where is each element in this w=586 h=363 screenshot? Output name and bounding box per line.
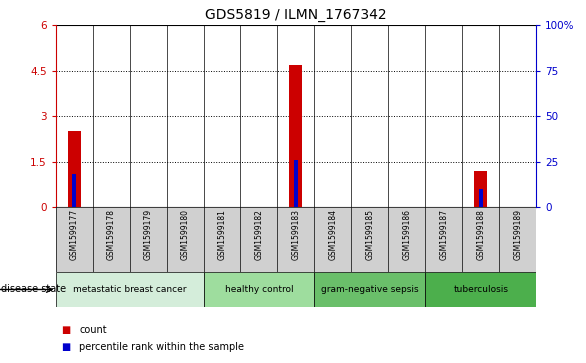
Bar <box>56 272 203 307</box>
Text: ■: ■ <box>62 342 71 352</box>
Text: percentile rank within the sample: percentile rank within the sample <box>79 342 244 352</box>
Text: GSM1599189: GSM1599189 <box>513 209 522 260</box>
Text: GSM1599180: GSM1599180 <box>180 209 189 260</box>
Bar <box>72 174 76 207</box>
Bar <box>289 65 302 207</box>
Text: gram-negative sepsis: gram-negative sepsis <box>321 285 418 294</box>
Text: GSM1599183: GSM1599183 <box>291 209 301 260</box>
Text: GSM1599184: GSM1599184 <box>328 209 338 260</box>
Text: metastatic breast cancer: metastatic breast cancer <box>73 285 186 294</box>
Text: disease state: disease state <box>1 285 66 294</box>
Bar <box>474 171 487 207</box>
Bar <box>294 160 298 207</box>
Text: GSM1599179: GSM1599179 <box>144 209 152 260</box>
Bar <box>479 189 483 207</box>
Text: GSM1599182: GSM1599182 <box>254 209 264 260</box>
Text: ■: ■ <box>62 325 71 335</box>
Text: GSM1599185: GSM1599185 <box>365 209 374 260</box>
Text: GSM1599187: GSM1599187 <box>440 209 448 260</box>
Bar <box>315 272 425 307</box>
Bar <box>203 272 315 307</box>
Text: count: count <box>79 325 107 335</box>
Text: GSM1599177: GSM1599177 <box>70 209 79 260</box>
Text: GSM1599181: GSM1599181 <box>217 209 227 260</box>
Text: GSM1599186: GSM1599186 <box>403 209 411 260</box>
Text: GSM1599188: GSM1599188 <box>476 209 485 260</box>
Title: GDS5819 / ILMN_1767342: GDS5819 / ILMN_1767342 <box>205 8 387 22</box>
Bar <box>68 131 81 207</box>
Text: healthy control: healthy control <box>224 285 293 294</box>
Text: GSM1599178: GSM1599178 <box>107 209 115 260</box>
Text: tuberculosis: tuberculosis <box>453 285 508 294</box>
Bar <box>425 272 536 307</box>
